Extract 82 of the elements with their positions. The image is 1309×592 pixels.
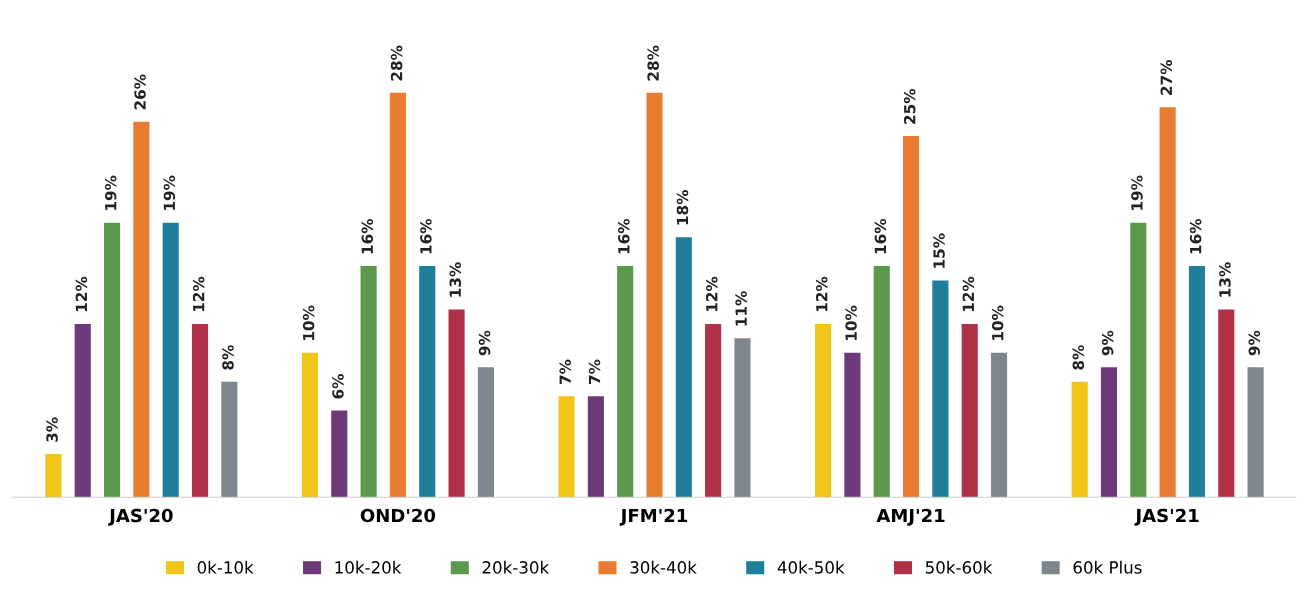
bar <box>675 237 692 498</box>
bar <box>1100 367 1118 498</box>
data-label: 16% <box>361 218 374 254</box>
data-label: 25% <box>903 88 916 124</box>
data-label: 26% <box>134 74 146 110</box>
bar <box>1188 266 1206 498</box>
bar <box>1247 367 1264 498</box>
x-tick-label: OND'20 <box>360 508 436 523</box>
data-label: 10% <box>991 305 1004 340</box>
bar <box>191 323 209 498</box>
data-label: 9% <box>478 330 491 356</box>
data-label: 6% <box>332 374 344 399</box>
data-label: 19% <box>163 175 176 210</box>
legend-label: 30k-40k <box>630 560 697 574</box>
legend-label: 50k-60k <box>925 560 993 574</box>
bar <box>419 266 436 498</box>
data-label: 12% <box>192 276 205 312</box>
legend-label: 20k-30k <box>482 560 550 574</box>
legend-label: 60k Plus <box>1073 560 1142 574</box>
legend-label: 10k-20k <box>335 560 402 574</box>
x-tick-label: JAS'21 <box>1134 508 1199 526</box>
data-label: 7% <box>588 359 601 385</box>
bar <box>448 309 465 498</box>
data-label: 9% <box>1248 330 1261 356</box>
bar <box>932 280 949 498</box>
data-label: 19% <box>1131 175 1143 210</box>
data-label: 13% <box>449 262 462 297</box>
bar <box>477 367 494 498</box>
bar <box>617 266 634 498</box>
bar <box>587 396 604 498</box>
bar <box>873 266 890 498</box>
data-label: 13% <box>1219 262 1231 297</box>
data-label: 18% <box>676 190 689 225</box>
bar <box>558 396 575 498</box>
bar <box>815 323 832 498</box>
bar <box>45 453 62 498</box>
bar <box>734 338 751 498</box>
data-label: 19% <box>104 175 117 210</box>
data-label: 28% <box>647 45 659 81</box>
data-label: 16% <box>874 218 887 254</box>
bar <box>646 92 663 498</box>
bar <box>1159 107 1176 498</box>
bar <box>705 323 722 498</box>
bar <box>389 92 406 498</box>
bar <box>903 136 920 498</box>
data-label: 10% <box>302 305 315 340</box>
bar <box>301 352 319 498</box>
data-label: 16% <box>1189 218 1202 254</box>
data-label: 12% <box>962 276 975 312</box>
bar <box>1130 222 1147 498</box>
data-label: 28% <box>390 45 403 81</box>
data-label: 15% <box>933 233 945 268</box>
bar <box>221 381 238 498</box>
data-label: 27% <box>1160 60 1173 95</box>
bar <box>990 352 1008 498</box>
data-label: 16% <box>618 218 630 254</box>
bar <box>331 410 348 498</box>
bar <box>961 323 978 498</box>
legend-label: 40k-50k <box>777 560 845 574</box>
data-label: 16% <box>420 218 432 254</box>
x-tick-label: JFM'21 <box>619 508 688 526</box>
bar <box>360 266 377 498</box>
bar <box>133 121 150 498</box>
data-label: 10% <box>845 305 857 340</box>
bar <box>1218 309 1235 498</box>
legend-label: 0k-10k <box>197 560 254 574</box>
data-label: 8% <box>1072 345 1085 370</box>
x-tick-label: AMJ'21 <box>876 508 945 526</box>
data-label: 12% <box>706 276 718 312</box>
bar <box>844 352 861 498</box>
data-label: 7% <box>559 359 571 385</box>
data-label: 11% <box>735 291 747 326</box>
bar <box>1071 381 1088 498</box>
data-label: 8% <box>222 345 234 370</box>
data-label: 3% <box>46 417 58 442</box>
bar <box>74 323 91 498</box>
bar <box>103 222 121 498</box>
x-tick-label: JAS'20 <box>108 508 173 526</box>
data-label: 12% <box>75 276 88 312</box>
data-label: 12% <box>815 276 828 312</box>
bar <box>162 222 179 498</box>
data-label: 9% <box>1101 330 1114 356</box>
